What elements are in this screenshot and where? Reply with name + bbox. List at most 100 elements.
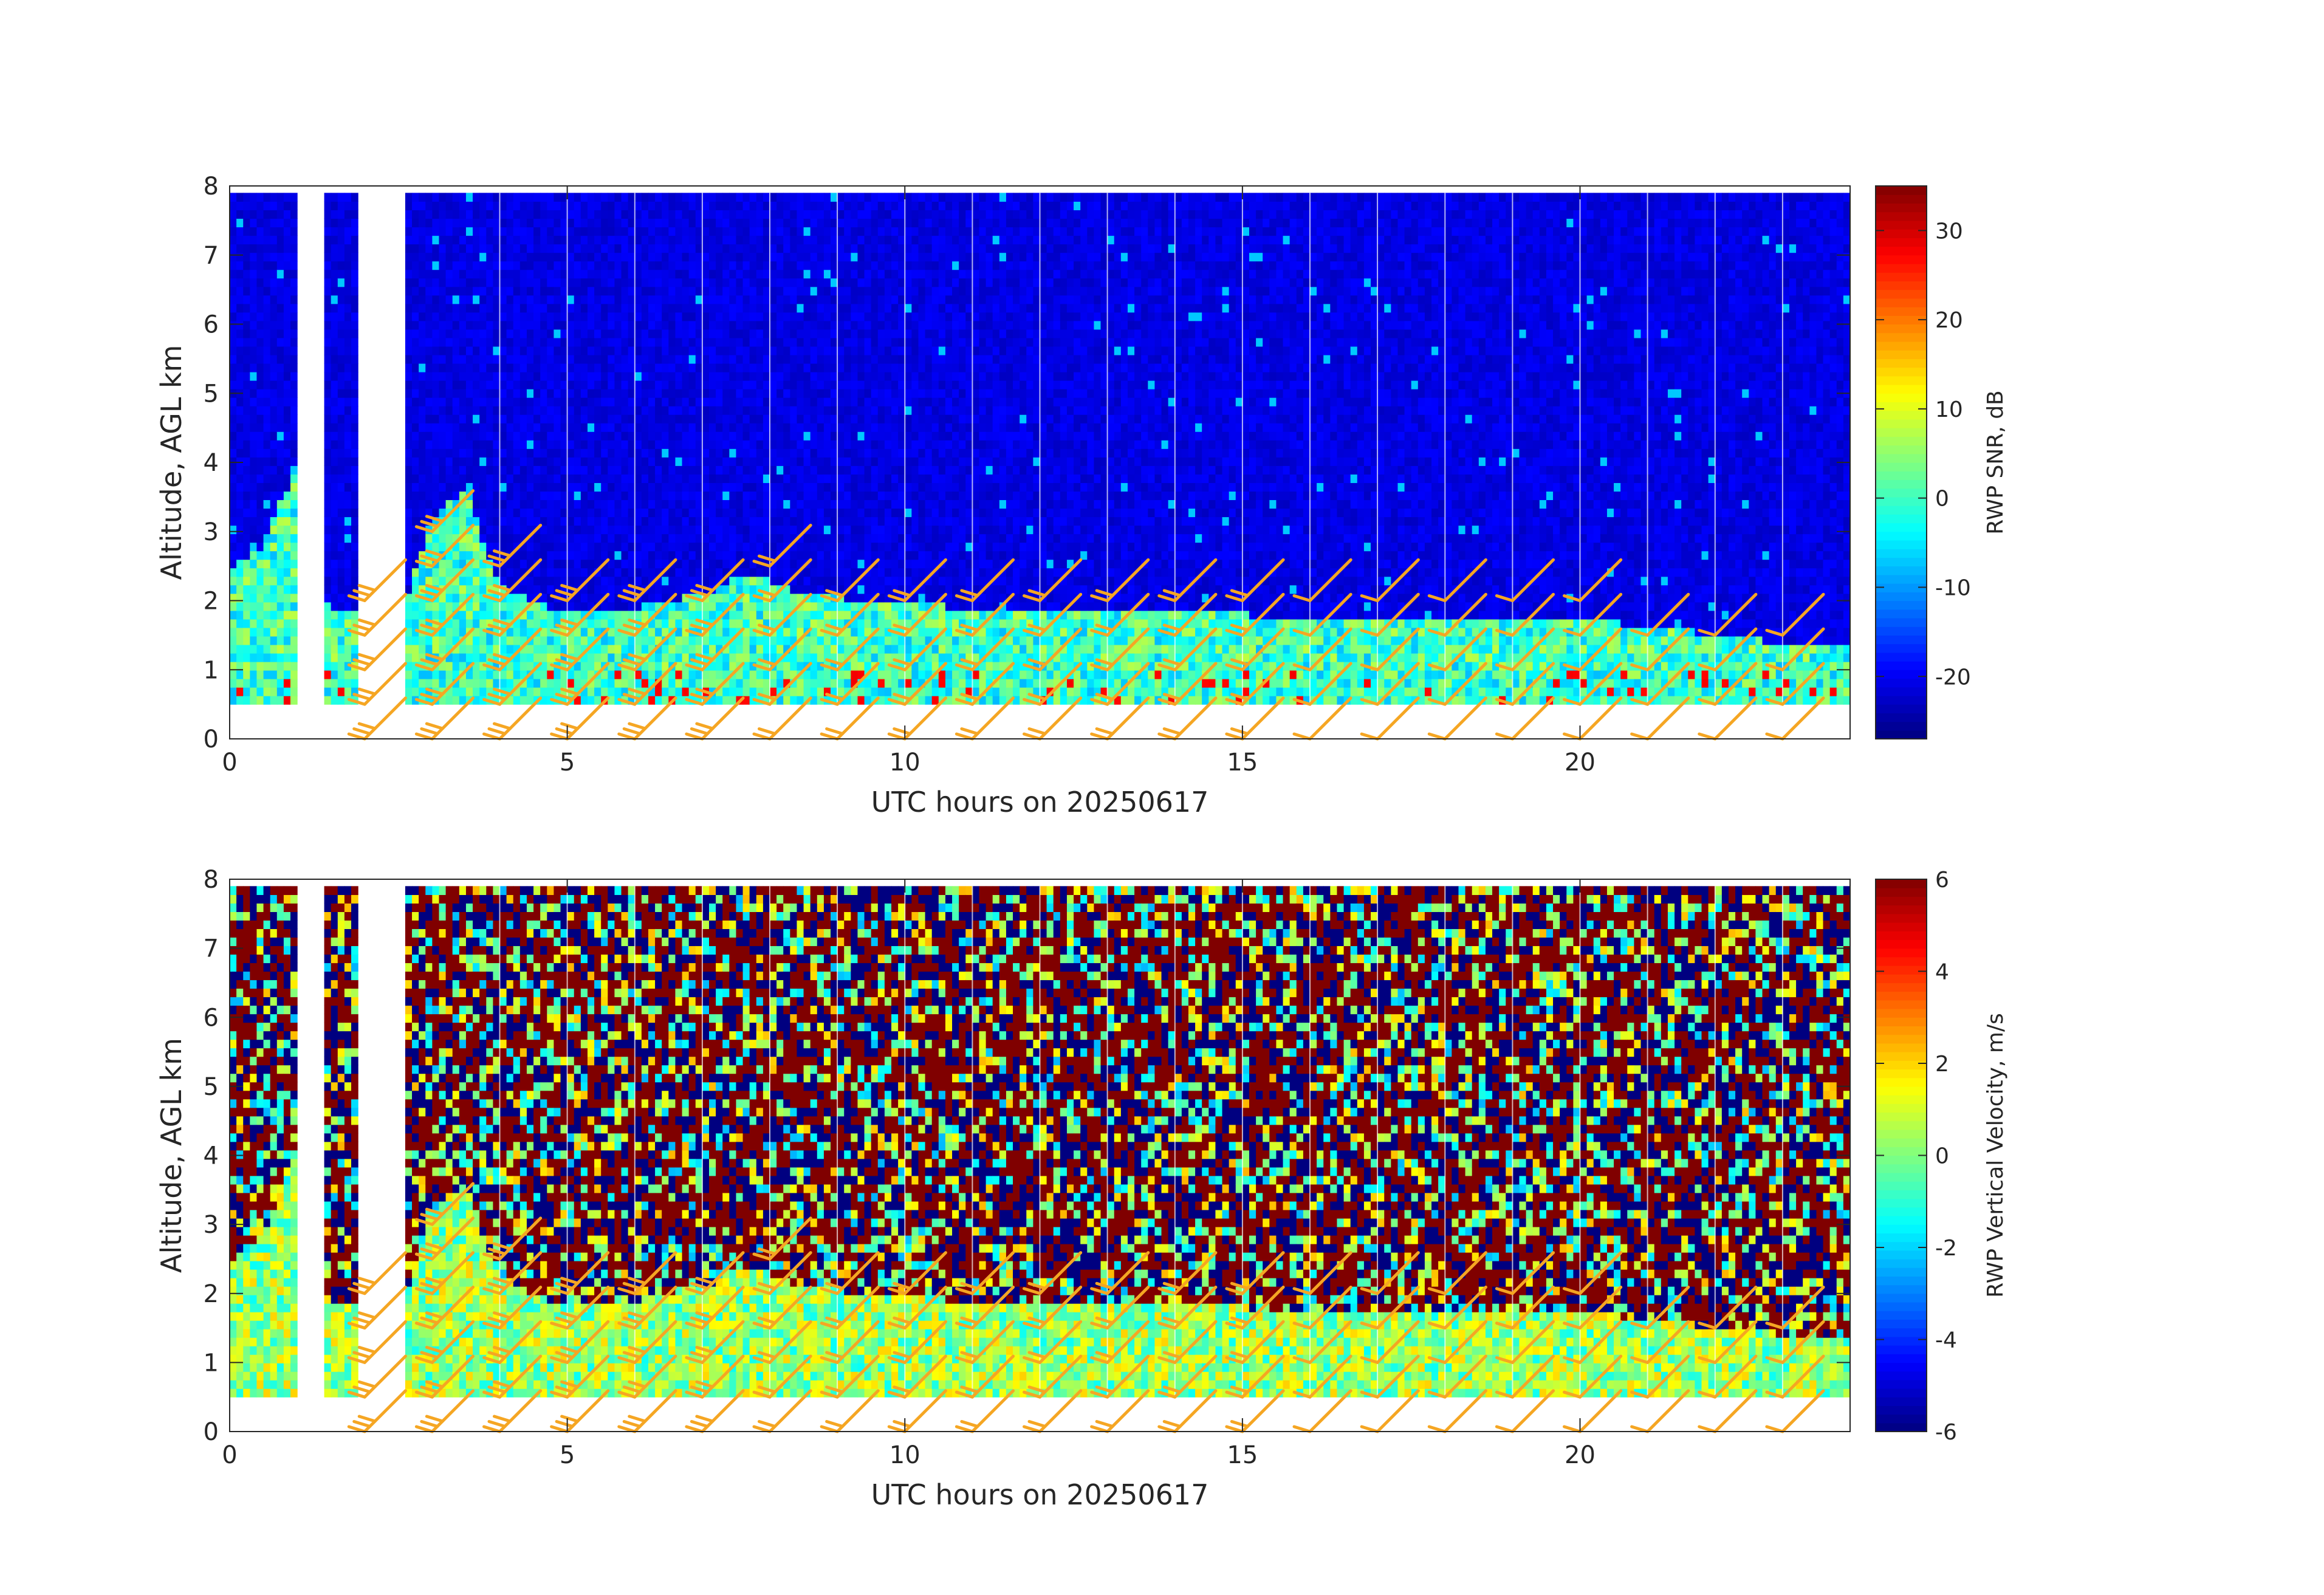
heatmap-cell xyxy=(750,679,757,688)
heatmap-cell xyxy=(804,534,811,543)
heatmap-cell xyxy=(736,287,743,296)
heatmap-cell xyxy=(763,423,770,432)
heatmap-cell xyxy=(628,270,636,279)
heatmap-cell xyxy=(797,687,804,696)
heatmap-cell xyxy=(561,372,568,381)
heatmap-cell xyxy=(446,201,453,210)
heatmap-cell xyxy=(729,406,736,415)
heatmap-cell xyxy=(264,244,271,253)
heatmap-cell xyxy=(614,457,622,466)
heatmap-cell xyxy=(243,389,250,398)
heatmap-cell xyxy=(527,457,534,466)
heatmap-cell xyxy=(729,431,736,441)
heatmap-cell xyxy=(412,227,419,236)
heatmap-cell xyxy=(473,312,480,321)
heatmap-cell xyxy=(635,670,642,679)
heatmap-cell xyxy=(655,253,662,262)
heatmap-cell xyxy=(696,611,703,620)
heatmap-cell xyxy=(256,482,264,492)
heatmap-cell xyxy=(776,355,784,364)
heatmap-cell xyxy=(344,508,352,517)
heatmap-cell xyxy=(439,577,446,586)
heatmap-cell xyxy=(270,278,278,287)
heatmap-cell xyxy=(642,304,649,313)
heatmap-cell xyxy=(561,491,568,500)
heatmap-cell xyxy=(527,236,534,245)
heatmap-cell xyxy=(236,636,244,645)
heatmap-cell xyxy=(736,508,743,517)
heatmap-cell xyxy=(243,329,250,338)
heatmap-cell xyxy=(344,585,352,594)
heatmap-cell xyxy=(622,355,629,364)
heatmap-cell xyxy=(425,304,433,313)
heatmap-cell xyxy=(344,687,352,696)
heatmap-cell xyxy=(243,253,250,262)
heatmap-cell xyxy=(351,602,358,611)
heatmap-cell xyxy=(486,508,493,517)
heatmap-cell xyxy=(520,482,527,492)
heatmap-cell xyxy=(837,526,845,535)
heatmap-cell xyxy=(776,253,784,262)
heatmap-cell xyxy=(857,543,865,552)
heatmap-cell xyxy=(601,465,608,475)
heatmap-cell xyxy=(824,329,831,338)
heatmap-cell xyxy=(608,304,615,313)
heatmap-cell xyxy=(264,321,271,330)
heatmap-cell xyxy=(722,236,730,245)
heatmap-cell xyxy=(554,414,561,424)
heatmap-cell xyxy=(264,602,271,611)
heatmap-cell xyxy=(331,679,338,688)
heatmap-cell xyxy=(811,355,818,364)
heatmap-cell xyxy=(763,440,770,449)
heatmap-cell xyxy=(264,551,271,560)
heatmap-cell xyxy=(716,526,723,535)
heatmap-cell xyxy=(230,355,237,364)
heatmap-cell xyxy=(344,636,352,645)
heatmap-cell xyxy=(554,670,561,679)
heatmap-cell xyxy=(513,696,521,705)
heatmap-cell xyxy=(540,261,547,270)
heatmap-cell xyxy=(750,619,757,628)
heatmap-cell xyxy=(284,253,291,262)
heatmap-cell xyxy=(817,611,824,620)
heatmap-cell xyxy=(783,380,790,389)
heatmap-cell xyxy=(648,193,656,202)
heatmap-cell xyxy=(243,696,250,705)
heatmap-cell xyxy=(702,329,710,338)
heatmap-cell xyxy=(655,534,662,543)
heatmap-cell xyxy=(277,287,284,296)
heatmap-cell xyxy=(682,355,690,364)
heatmap-cell xyxy=(419,414,426,424)
heatmap-cell xyxy=(351,577,358,586)
heatmap-cell xyxy=(290,448,298,458)
heatmap-cell xyxy=(513,210,521,219)
heatmap-cell xyxy=(513,499,521,509)
heatmap-cell xyxy=(324,397,332,406)
heatmap-cell xyxy=(756,270,764,279)
heatmap-cell xyxy=(264,312,271,321)
heatmap-cell xyxy=(804,295,811,304)
heatmap-cell xyxy=(763,312,770,321)
heatmap-cell xyxy=(662,210,669,219)
heatmap-cell xyxy=(507,645,514,654)
heatmap-cell xyxy=(736,448,743,458)
heatmap-cell xyxy=(851,448,858,458)
heatmap-cell xyxy=(338,551,345,560)
heatmap-cell xyxy=(601,602,608,611)
heatmap-cell xyxy=(817,321,824,330)
heatmap-cell xyxy=(284,278,291,287)
heatmap-cell xyxy=(277,687,284,696)
heatmap-cell xyxy=(270,491,278,500)
heatmap-cell xyxy=(290,636,298,645)
heatmap-cell xyxy=(351,287,358,296)
heatmap-cell xyxy=(527,312,534,321)
heatmap-cell xyxy=(547,389,554,398)
heatmap-cell xyxy=(574,193,581,202)
heatmap-cell xyxy=(722,355,730,364)
heatmap-cell xyxy=(709,534,716,543)
heatmap-cell xyxy=(446,474,453,483)
heatmap-cell xyxy=(405,423,413,432)
heatmap-cell xyxy=(865,585,872,594)
heatmap-cell xyxy=(439,355,446,364)
heatmap-cell xyxy=(520,465,527,475)
